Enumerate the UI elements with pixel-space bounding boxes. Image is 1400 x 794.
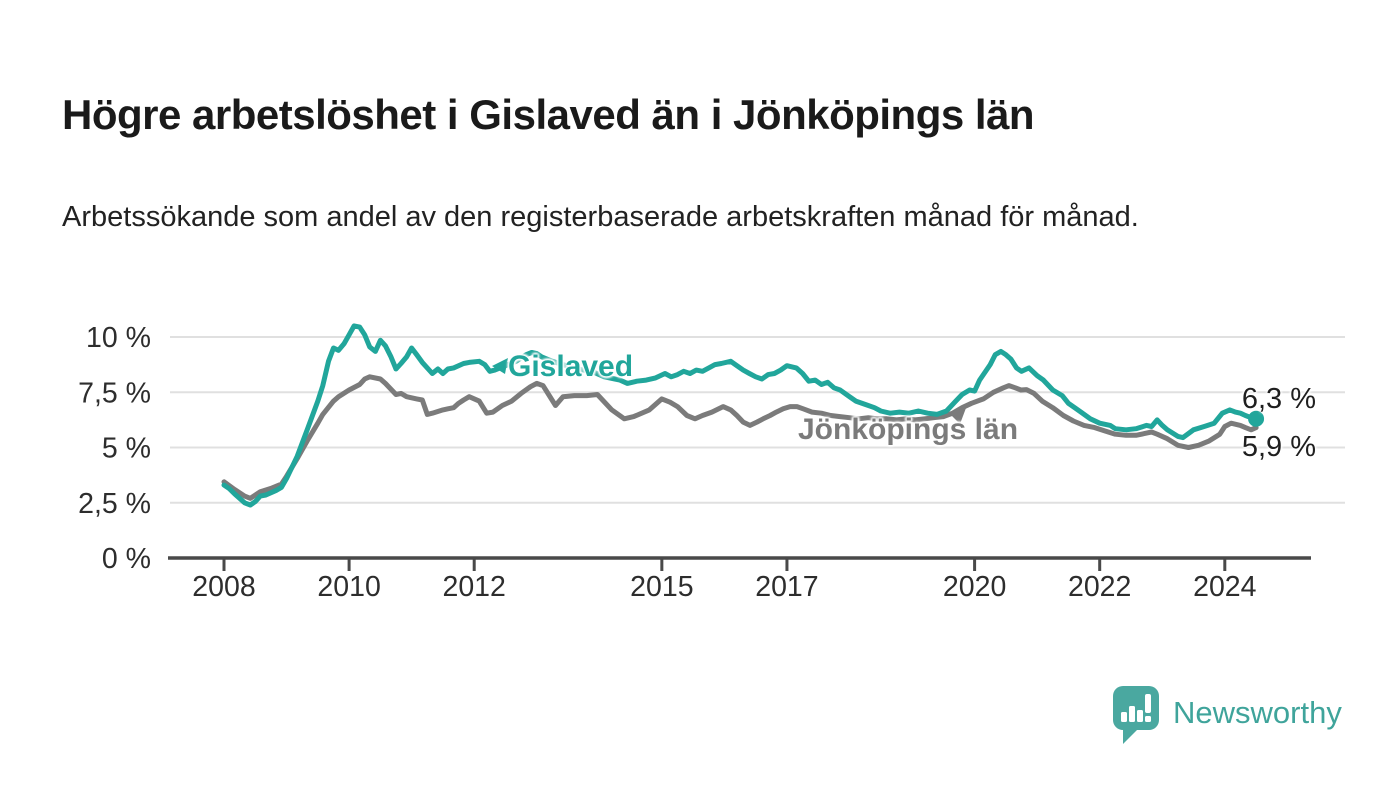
newsworthy-logo: Newsworthy [1113, 686, 1342, 748]
axes: 0 % 2,5 % 5 % 7,5 % 10 % 2008 2010 2012 2015 2017… [78, 322, 1311, 603]
x-tick-label-2017: 2017 [755, 571, 818, 603]
newsworthy-speech-bubble-chart-icon [1113, 686, 1159, 744]
x-tick-label-2012: 2012 [442, 571, 505, 603]
y-tick-label-7.5: 7,5 % [78, 377, 151, 409]
series-lines [221, 323, 1265, 508]
x-tick-label-2008: 2008 [192, 571, 255, 603]
line-gislaved [221, 323, 1259, 508]
x-tick-label-2010: 2010 [317, 571, 380, 603]
gislaved-label-arrow [492, 358, 508, 374]
x-tick-label-2020: 2020 [943, 571, 1006, 603]
x-tick-label-2024: 2024 [1193, 571, 1257, 603]
page-subtitle: Arbetssökande som andel av den registerb… [62, 201, 1139, 233]
series-label-gislaved: Gislaved [508, 350, 634, 383]
line-j-nk-pings-l-n [221, 374, 1259, 501]
y-tick-label-5: 5 % [102, 433, 151, 465]
end-value-label-jonkopings-lan: 5,9 % [1241, 431, 1316, 463]
jonkopings-lan-label-arrow [948, 408, 966, 424]
y-tick-label-2.5: 2,5 % [78, 488, 151, 520]
x-tick-label-2015: 2015 [630, 571, 693, 603]
end-value-label-gislaved: 6,3 % [1241, 383, 1316, 415]
y-tick-label-10: 10 % [86, 322, 151, 354]
y-tick-label-0: 0 % [102, 543, 151, 575]
series-label-jonkopings-lan: Jönköpings län [798, 413, 1019, 446]
page-title: Högre arbetslöshet i Gislaved än i Jönkö… [62, 91, 1035, 139]
newsworthy-logo-text: Newsworthy [1173, 695, 1342, 730]
annotations [492, 358, 966, 424]
x-tick-label-2022: 2022 [1068, 571, 1131, 603]
end-dot-gislaved [1248, 410, 1265, 427]
